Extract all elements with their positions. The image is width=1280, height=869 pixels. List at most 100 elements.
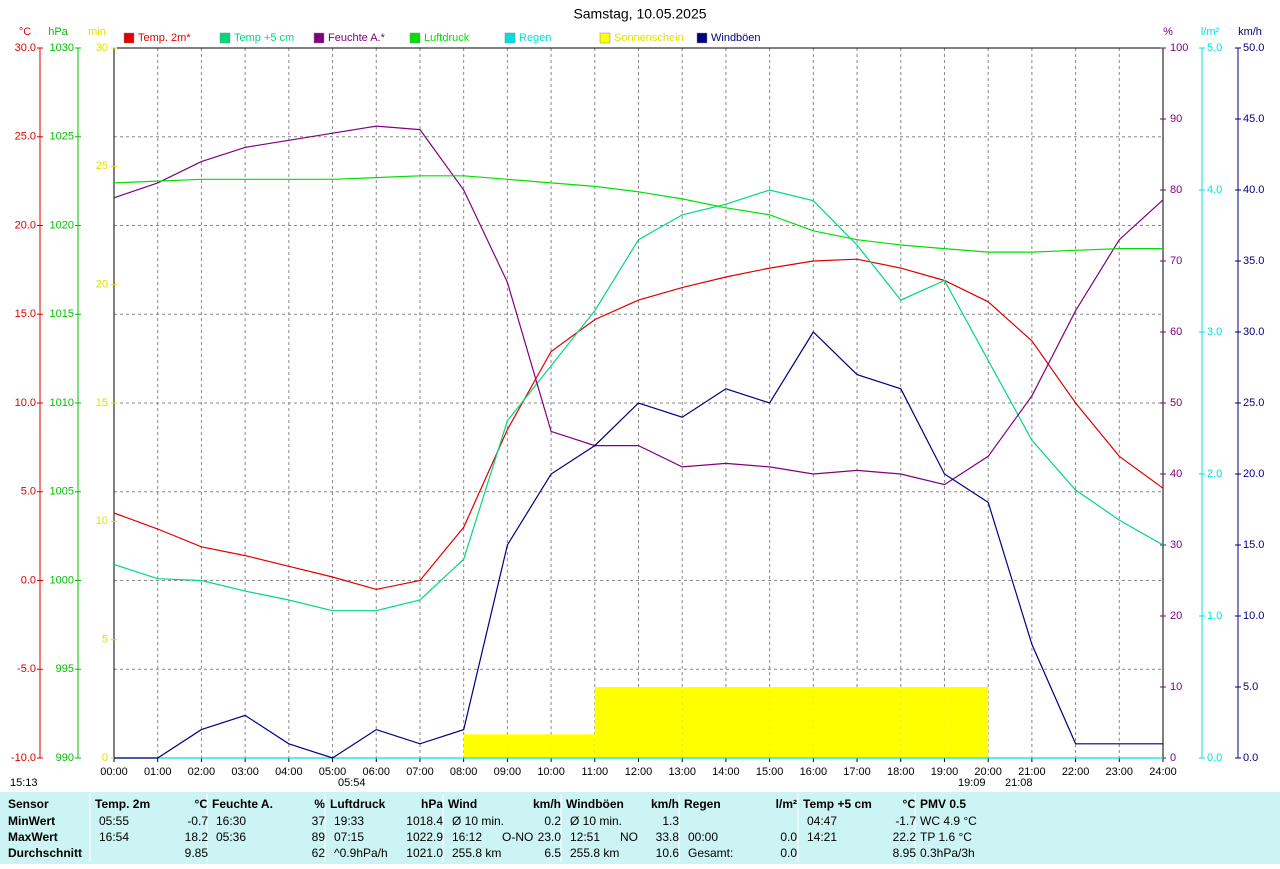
y-tick-label: 30 (96, 42, 108, 54)
y-tick-label: 10 (1170, 681, 1182, 693)
y-tick-label: 30 (1170, 539, 1182, 551)
row-label: MaxWert (8, 830, 58, 844)
cell: NO (620, 830, 638, 844)
x-tick-label: 07:00 (406, 766, 434, 778)
cell: 1.3 (662, 814, 679, 828)
cell: ^0.9hPa/h (334, 846, 388, 860)
x-tick-label: 12:00 (625, 766, 653, 778)
x-tick-label: 00:00 (100, 766, 128, 778)
y-tick-label: 4.0 (1207, 184, 1222, 196)
axis-unit: l/m² (1201, 26, 1220, 38)
axis-unit: km/h (1238, 26, 1262, 38)
cell: 16:12 (452, 830, 482, 844)
x-tick-label: 24:00 (1149, 766, 1177, 778)
sunshine-bar (507, 734, 552, 758)
cell: 19:33 (334, 814, 364, 828)
column-unit: °C (195, 797, 209, 811)
legend-label: Sonnenschein (614, 32, 684, 44)
y-tick-label: 1030 (50, 42, 74, 54)
cell: O-NO (502, 830, 533, 844)
x-tick-label: 05:00 (319, 766, 347, 778)
x-tick-label: 10:00 (537, 766, 565, 778)
y-tick-label: 20.0 (1243, 468, 1264, 480)
y-tick-label: 1015 (50, 308, 74, 320)
cell: 12:51 (570, 830, 600, 844)
cell: 05:36 (216, 830, 246, 844)
cell: 1018.4 (406, 814, 443, 828)
y-tick-label: 1005 (50, 486, 74, 498)
sunshine-bar (944, 687, 989, 758)
series-line (113, 258, 1164, 591)
column-title: Wind (448, 797, 477, 811)
x-tick-label: 13:00 (668, 766, 696, 778)
annotation: 15:13 (10, 777, 38, 789)
sunshine-bar (769, 687, 814, 758)
cell: 89 (312, 830, 326, 844)
y-tick-label: 5.0 (1207, 42, 1222, 54)
sunshine-bar (463, 734, 508, 758)
cell: 1022.9 (406, 830, 443, 844)
y-tick-label: 35.0 (1243, 255, 1264, 267)
sunshine-bar (900, 687, 945, 758)
sunshine-bar (638, 687, 683, 758)
cell: Ø 10 min. (452, 814, 504, 828)
y-tick-label: 40.0 (1243, 184, 1264, 196)
cell: 255.8 km (452, 846, 501, 860)
column-title: Luftdruck (330, 797, 386, 811)
legend-label: Temp +5 cm (234, 32, 294, 44)
legend-swatch (219, 32, 231, 44)
legend-label: Temp. 2m* (138, 32, 191, 44)
y-tick-label: 80 (1170, 184, 1182, 196)
cell: 0.0 (780, 830, 797, 844)
x-tick-label: 03:00 (231, 766, 259, 778)
y-tick-label: 10.0 (1243, 610, 1264, 622)
cell: 18.2 (185, 830, 209, 844)
annotation: 21:08 (1005, 777, 1033, 789)
y-tick-label: 70 (1170, 255, 1182, 267)
cell: Gesamt: (688, 846, 733, 860)
y-tick-label: 40 (1170, 468, 1182, 480)
cell: 07:15 (334, 830, 364, 844)
cell: TP 1.6 °C (920, 830, 972, 844)
legend-swatch (313, 32, 325, 44)
x-tick-label: 01:00 (144, 766, 172, 778)
legend-swatch (123, 32, 135, 44)
x-tick-label: 16:00 (800, 766, 828, 778)
y-tick-label: 0.0 (21, 574, 36, 586)
table-background (0, 792, 1280, 864)
x-tick-label: 14:00 (712, 766, 740, 778)
cell: 0.0 (780, 846, 797, 860)
x-tick-label: 21:00 (1018, 766, 1046, 778)
column-unit: % (314, 797, 325, 811)
y-tick-label: 10.0 (15, 397, 36, 409)
y-tick-label: 25 (96, 160, 108, 172)
annotation: 05:54 (338, 777, 366, 789)
y-tick-label: 20 (1170, 610, 1182, 622)
cell: 1021.0 (406, 846, 443, 860)
x-tick-label: 15:00 (756, 766, 784, 778)
cell: 16:54 (99, 830, 129, 844)
column-unit: km/h (651, 797, 679, 811)
y-tick-label: 15.0 (1243, 539, 1264, 551)
cell: 05:55 (99, 814, 129, 828)
cell: 6.5 (544, 846, 561, 860)
y-tick-label: 0.0 (1207, 752, 1222, 764)
y-tick-label: 90 (1170, 113, 1182, 125)
cell: 62 (312, 846, 326, 860)
y-tick-label: 995 (56, 663, 74, 675)
sunshine-bar (813, 687, 858, 758)
y-tick-label: 0.0 (1243, 752, 1258, 764)
series-line (113, 189, 1164, 612)
axis-unit: % (1163, 26, 1173, 38)
x-tick-label: 11:00 (581, 766, 608, 778)
legend-label: Feuchte A.* (328, 32, 386, 44)
cell: 255.8 km (570, 846, 619, 860)
column-title: Regen (684, 797, 721, 811)
column-title: Temp. 2m (95, 797, 150, 811)
y-tick-label: 2.0 (1207, 468, 1222, 480)
column-title: PMV 0.5 (920, 797, 966, 811)
x-tick-label: 06:00 (362, 766, 390, 778)
y-tick-label: 100 (1170, 42, 1188, 54)
y-tick-label: 5.0 (1243, 681, 1258, 693)
